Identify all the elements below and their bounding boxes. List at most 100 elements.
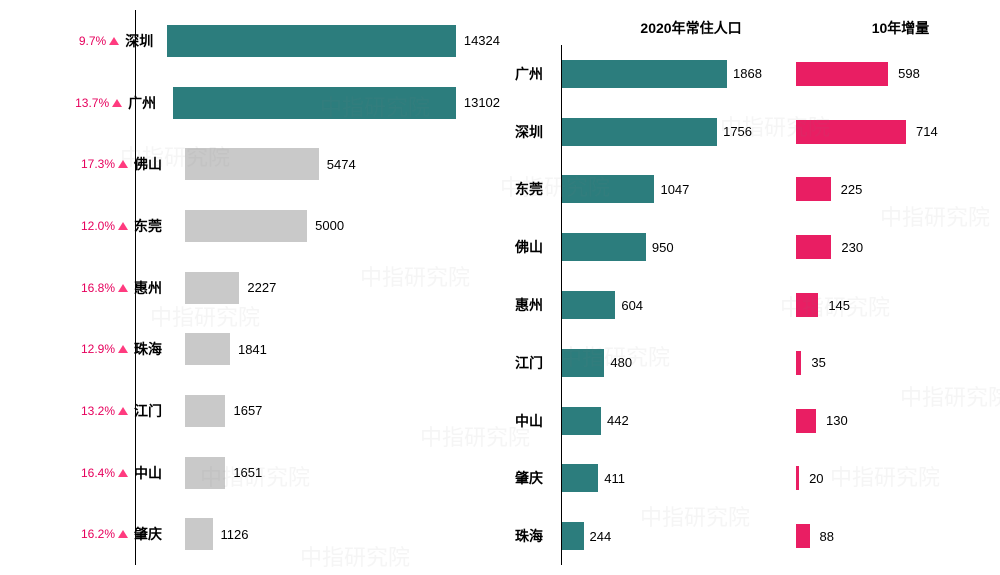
left-row: 13.2% 江门 1657 — [65, 380, 500, 442]
value-label: 14324 — [464, 33, 500, 48]
value-label: 1126 — [221, 527, 249, 542]
population-area: 1047 — [561, 161, 776, 219]
increase-bar — [796, 177, 831, 201]
right-row: 深圳 1756 714 — [515, 103, 980, 161]
population-area: 1756 — [561, 103, 776, 161]
pct-label: 12.9% — [65, 342, 115, 356]
increase-bar — [796, 466, 799, 490]
city-label: 江门 — [134, 401, 184, 421]
up-triangle-icon — [112, 99, 122, 107]
increase-bar — [796, 62, 888, 86]
value-label: 1651 — [233, 465, 262, 480]
pct-label: 16.4% — [65, 466, 115, 480]
city-label: 珠海 — [515, 526, 561, 546]
increase-area: 714 — [776, 120, 980, 144]
left-row: 12.9% 珠海 1841 — [65, 318, 500, 380]
right-row: 广州1868598 — [515, 45, 980, 103]
right-headers: 2020年常住人口 10年增量 — [515, 10, 980, 45]
up-triangle-icon — [118, 407, 128, 415]
increase-bar — [796, 120, 906, 144]
pct-label: 9.7% — [65, 34, 106, 48]
right-row: 江门 480 35 — [515, 334, 980, 392]
increase-value: 598 — [898, 66, 920, 81]
right-rows: 广州1868598深圳1756714东莞1047225佛山950230惠州604… — [515, 45, 980, 565]
population-bar — [562, 522, 584, 550]
pct-label: 16.2% — [65, 527, 115, 541]
population-value: 1756 — [723, 124, 752, 139]
increase-bar — [796, 524, 810, 548]
increase-area: 20 — [776, 466, 980, 490]
bar — [185, 210, 307, 242]
right-row: 肇庆41120 — [515, 449, 980, 507]
increase-bar — [796, 409, 816, 433]
value-label: 5000 — [315, 218, 344, 233]
increase-value: 225 — [841, 182, 863, 197]
increase-value: 35 — [811, 355, 825, 370]
increase-area: 598 — [776, 62, 980, 86]
left-row: 16.2% 肇庆 1126 — [65, 503, 500, 565]
header-increase: 10年增量 — [821, 18, 980, 38]
up-triangle-icon — [118, 160, 128, 168]
increase-value: 145 — [828, 298, 850, 313]
bar — [185, 148, 319, 180]
increase-value: 714 — [916, 124, 938, 139]
city-label: 东莞 — [134, 216, 184, 236]
bar — [185, 457, 225, 489]
chart-container: 9.7%深圳1432413.7%广州1310217.3%佛山547412.0%东… — [0, 0, 1000, 575]
bar — [185, 333, 230, 365]
population-bar — [562, 60, 727, 88]
right-row: 中山442130 — [515, 392, 980, 450]
pct-label: 13.2% — [65, 404, 115, 418]
right-row: 佛山950230 — [515, 218, 980, 276]
left-bar-chart: 9.7%深圳1432413.7%广州1310217.3%佛山547412.0%东… — [0, 10, 500, 565]
city-label: 中山 — [134, 463, 184, 483]
value-label: 1841 — [238, 342, 267, 357]
population-value: 480 — [610, 355, 632, 370]
pct-label: 17.3% — [65, 157, 115, 171]
right-charts: 2020年常住人口 10年增量 广州1868598深圳1756714东莞1047… — [500, 10, 980, 565]
left-row: 16.4% 中山 1651 — [65, 442, 500, 504]
value-label: 1657 — [233, 403, 262, 418]
left-row: 17.3%佛山5474 — [65, 133, 500, 195]
population-area: 950 — [561, 218, 776, 276]
population-value: 604 — [621, 298, 643, 313]
city-label: 江门 — [515, 353, 561, 373]
population-value: 411 — [604, 471, 625, 486]
population-bar — [562, 233, 646, 261]
population-area: 1868 — [561, 45, 776, 103]
increase-value: 88 — [820, 529, 834, 544]
increase-bar — [796, 351, 801, 375]
increase-area: 35 — [776, 351, 980, 375]
value-label: 2227 — [247, 280, 276, 295]
pct-label: 16.8% — [65, 281, 115, 295]
city-label: 肇庆 — [134, 524, 184, 544]
increase-area: 225 — [776, 177, 980, 201]
right-row: 惠州604145 — [515, 276, 980, 334]
increase-value: 130 — [826, 413, 848, 428]
increase-area: 145 — [776, 293, 980, 317]
left-row: 12.0%东莞5000 — [65, 195, 500, 257]
bar — [185, 518, 213, 550]
up-triangle-icon — [109, 37, 119, 45]
city-label: 东莞 — [515, 179, 561, 199]
left-row: 16.8%惠州2227 — [65, 257, 500, 319]
city-label: 深圳 — [125, 31, 166, 51]
increase-area: 88 — [776, 524, 980, 548]
population-bar — [562, 118, 717, 146]
city-label: 珠海 — [134, 339, 184, 359]
header-population: 2020年常住人口 — [561, 18, 821, 38]
city-label: 深圳 — [515, 122, 561, 142]
population-area: 442 — [561, 392, 776, 450]
city-label: 广州 — [128, 93, 172, 113]
increase-bar — [796, 235, 831, 259]
left-row: 9.7% 深圳 14324 — [65, 10, 500, 72]
population-bar — [562, 175, 654, 203]
right-row: 珠海24488 — [515, 507, 980, 565]
population-value: 1868 — [733, 66, 762, 81]
population-area: 604 — [561, 276, 776, 334]
value-label: 5474 — [327, 157, 356, 172]
value-label: 13102 — [464, 95, 500, 110]
left-rows: 9.7%深圳1432413.7%广州1310217.3%佛山547412.0%东… — [65, 10, 500, 565]
increase-value: 230 — [841, 240, 863, 255]
increase-area: 130 — [776, 409, 980, 433]
